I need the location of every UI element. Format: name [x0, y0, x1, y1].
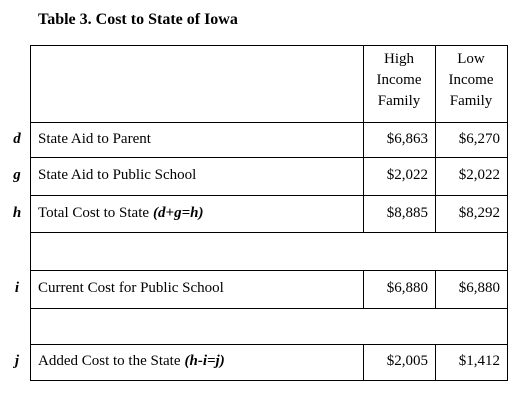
row-line — [30, 344, 508, 345]
row-label: Total Cost to State (d+g=h) — [38, 205, 203, 222]
row-line — [30, 308, 508, 309]
row-letter: h — [12, 204, 22, 221]
row-letter: i — [14, 280, 20, 296]
row-label: State Aid to Parent — [38, 131, 151, 148]
header-line: Income — [448, 72, 494, 88]
header-line: Low — [457, 51, 485, 67]
value-low: $8,292 — [458, 204, 500, 221]
table-frame — [30, 45, 508, 381]
header-low: Low Income Family — [435, 49, 507, 112]
row-line — [30, 157, 508, 158]
row-line — [30, 122, 508, 123]
label-formula: (h-i=j) — [184, 353, 225, 369]
label-formula: (d+g=h) — [153, 204, 204, 221]
header-line: Family — [449, 93, 493, 109]
value-high: $2,022 — [386, 167, 428, 183]
row-line — [30, 270, 508, 271]
col-line — [363, 45, 364, 232]
row-label: Added Cost to the State (h-i=j) — [38, 353, 225, 370]
header-line: High — [384, 51, 414, 67]
row-line — [30, 232, 508, 233]
value-low: $6,270 — [458, 130, 500, 147]
label-text: State Aid to Parent — [38, 130, 151, 147]
col-line — [363, 344, 364, 381]
label-text: State Aid to Public School — [38, 167, 197, 183]
value-high: $2,005 — [386, 353, 428, 369]
row-label: State Aid to Public School — [38, 167, 196, 184]
row-letter: j — [14, 353, 20, 369]
value-low: $6,880 — [458, 280, 500, 296]
row-label: Current Cost for Public School — [38, 280, 224, 297]
col-line — [435, 270, 436, 308]
col-line — [435, 344, 436, 381]
col-line — [363, 270, 364, 308]
header-line: Income — [376, 72, 422, 88]
value-low: $1,412 — [458, 353, 500, 369]
value-high: $6,880 — [386, 280, 428, 296]
value-low: $2,022 — [458, 167, 500, 183]
header-high: High Income Family — [363, 49, 435, 112]
value-high: $6,863 — [386, 130, 428, 147]
label-text: Added Cost to the State — [38, 353, 181, 369]
value-high: $8,885 — [386, 204, 428, 221]
header-line: Family — [377, 93, 421, 109]
row-line — [30, 195, 508, 196]
row-letter: d — [13, 130, 21, 147]
label-text: Current Cost for Public School — [38, 280, 224, 296]
col-line — [435, 45, 436, 232]
title: Table 3. Cost to State of Iowa — [38, 11, 238, 28]
row-letter: g — [13, 167, 21, 183]
label-text: Total Cost to State — [38, 204, 150, 221]
